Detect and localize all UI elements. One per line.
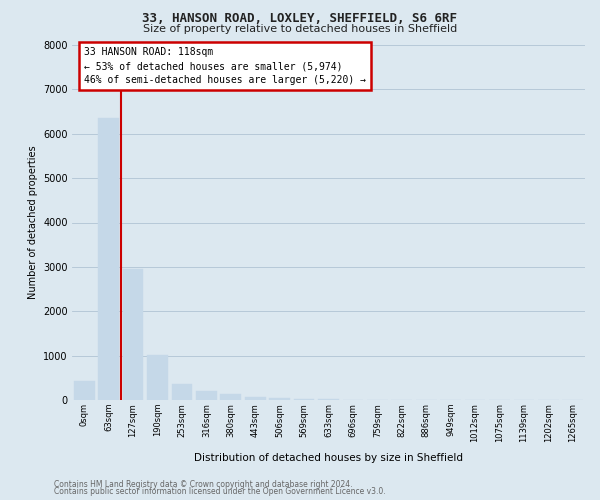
X-axis label: Distribution of detached houses by size in Sheffield: Distribution of detached houses by size … — [194, 453, 463, 463]
Bar — [98, 118, 119, 400]
Text: 33, HANSON ROAD, LOXLEY, SHEFFIELD, S6 6RF: 33, HANSON ROAD, LOXLEY, SHEFFIELD, S6 6… — [143, 12, 458, 26]
Y-axis label: Number of detached properties: Number of detached properties — [28, 146, 38, 300]
Bar — [172, 384, 193, 400]
Bar — [196, 392, 217, 400]
Bar — [74, 381, 95, 400]
Bar — [269, 398, 290, 400]
Text: Contains public sector information licensed under the Open Government Licence v3: Contains public sector information licen… — [54, 487, 386, 496]
Text: Contains HM Land Registry data © Crown copyright and database right 2024.: Contains HM Land Registry data © Crown c… — [54, 480, 353, 489]
Bar — [245, 398, 266, 400]
Bar — [122, 269, 143, 400]
Text: 33 HANSON ROAD: 118sqm
← 53% of detached houses are smaller (5,974)
46% of semi-: 33 HANSON ROAD: 118sqm ← 53% of detached… — [84, 47, 366, 85]
Bar — [147, 354, 168, 400]
Bar — [220, 394, 241, 400]
Bar — [293, 399, 314, 400]
Text: Size of property relative to detached houses in Sheffield: Size of property relative to detached ho… — [143, 24, 457, 34]
